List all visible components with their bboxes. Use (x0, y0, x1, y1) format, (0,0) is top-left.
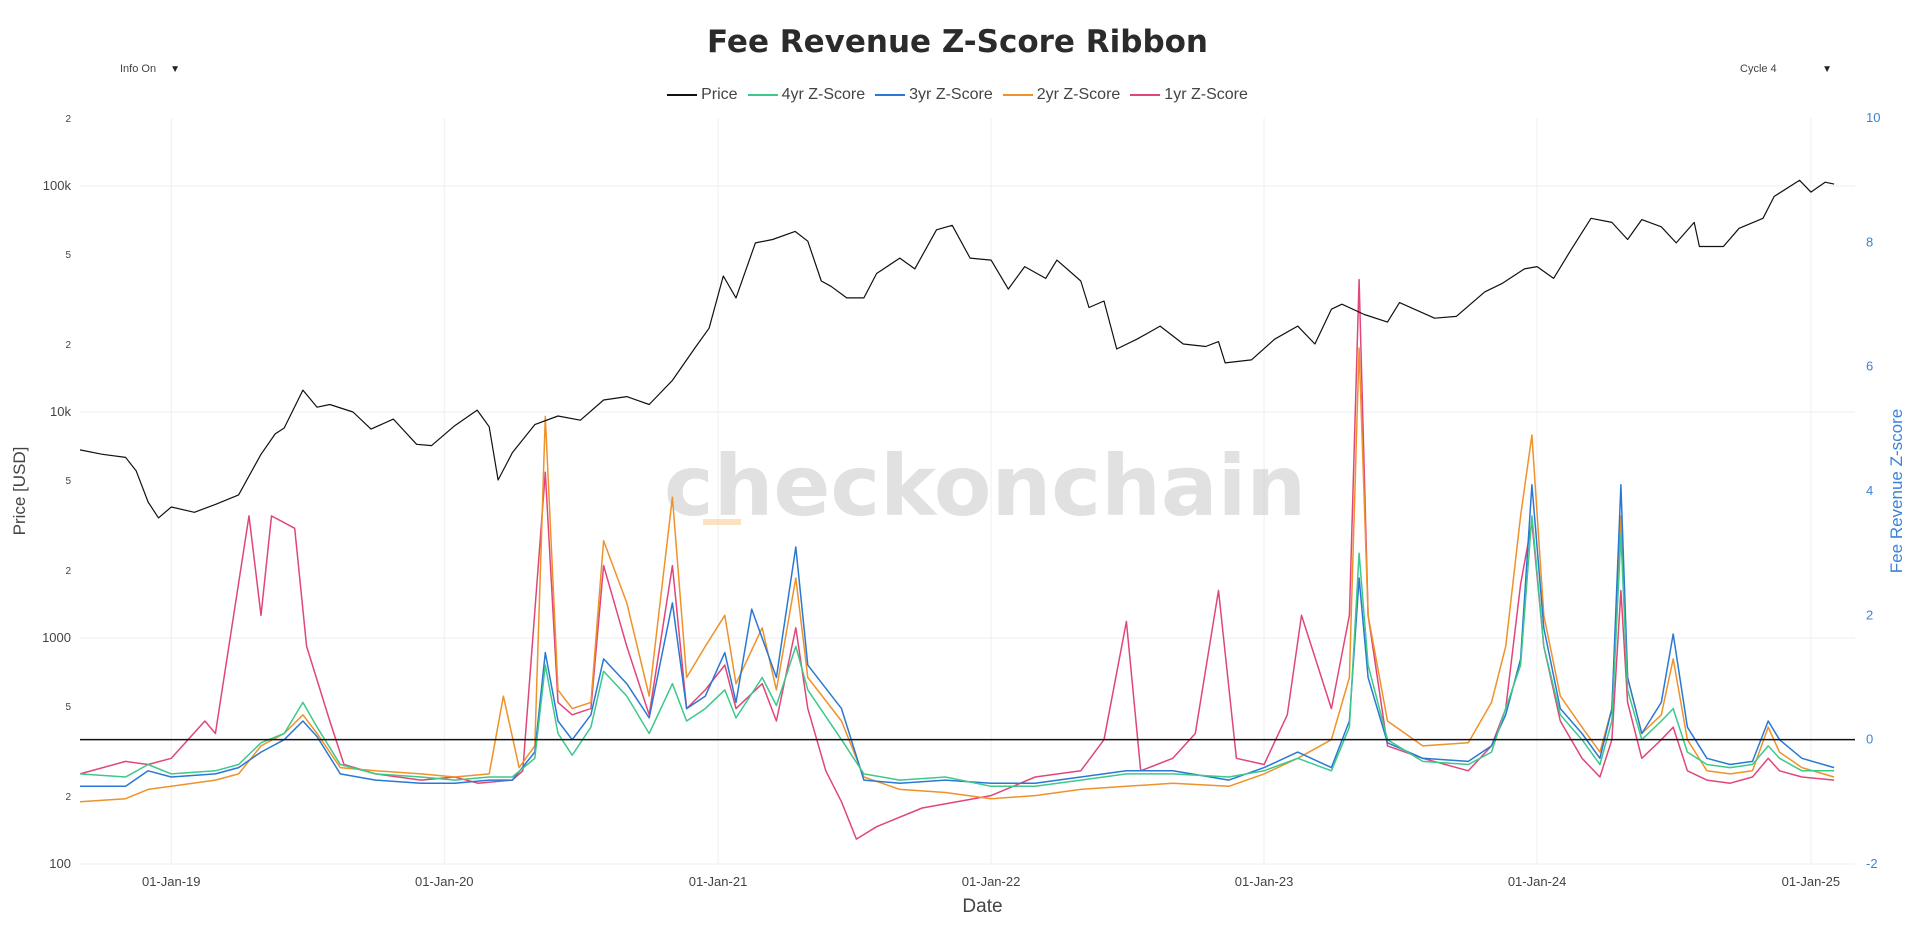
legend-swatch (875, 94, 906, 96)
y-tick-label: 10k (50, 404, 71, 419)
legend-swatch (1002, 94, 1033, 96)
x-tick-label: 01-Jan-20 (415, 874, 474, 889)
y2-tick-label: 4 (1866, 483, 1873, 498)
info-toggle-dropdown[interactable]: Info On ▼ (110, 58, 190, 80)
grid-lines (80, 118, 1855, 865)
y-tick-label: 2 (65, 566, 71, 577)
x-tick-label: 01-Jan-23 (1235, 874, 1294, 889)
legend-label: 2yr Z-Score (1036, 86, 1121, 103)
y-tick-label: 2 (65, 340, 71, 351)
y-tick-label: 2 (65, 792, 71, 803)
series-line-4yr-z-score (79, 515, 1835, 788)
y-tick-label: 2 (65, 114, 71, 125)
y-axis-title: Price [USD] (10, 447, 29, 536)
series-line-1yr-z-score (79, 278, 1835, 840)
series-line-2yr-z-score (79, 347, 1835, 803)
y2-tick-label: 8 (1866, 234, 1873, 249)
x-axis-title: Date (962, 896, 1002, 917)
x-tick-label: 01-Jan-22 (962, 874, 1021, 889)
axes: 01-Jan-19 01-Jan-20 01-Jan-21 01-Jan-22 01-J… (10, 110, 1906, 917)
y2-axis-title: Fee Revenue Z-score (1887, 409, 1906, 573)
y-tick-label: 5 (65, 702, 71, 713)
y-tick-label: 1000 (42, 630, 71, 645)
x-tick-label: 01-Jan-19 (142, 874, 201, 889)
series-line-3yr-z-score (80, 484, 1835, 788)
series-line-price (79, 179, 1835, 519)
legend-swatch (1130, 94, 1161, 96)
y-tick-label: 5 (65, 250, 71, 261)
legend-swatch (747, 94, 778, 96)
x-tick-label: 01-Jan-21 (689, 874, 748, 889)
chart-legend: Price 4yr Z-Score 3yr Z-Score 2yr Z-Score 1y… (0, 86, 1915, 104)
x-tick-label: 01-Jan-24 (1508, 874, 1567, 889)
series-layer (79, 179, 1835, 840)
legend-item-4yr-z-score[interactable]: 4yr Z-Score (747, 86, 866, 104)
y-tick-label: 5 (65, 476, 71, 487)
y2-tick-label: -2 (1866, 856, 1878, 871)
chart-title: Fee Revenue Z-Score Ribbon (707, 24, 1208, 60)
chevron-down-icon: ▼ (170, 63, 180, 75)
watermark-text: checkonchain (664, 437, 1306, 535)
y2-tick-label: 6 (1866, 359, 1873, 374)
y2-tick-label: 2 (1866, 607, 1873, 622)
y-tick-label: 100k (43, 178, 72, 193)
x-tick-label: 01-Jan-25 (1782, 874, 1841, 889)
y-tick-label: 100 (49, 856, 71, 871)
legend-label: Price (701, 86, 738, 103)
legend-label: 3yr Z-Score (909, 86, 993, 103)
legend-label: 4yr Z-Score (781, 86, 866, 103)
legend-label: 1yr Z-Score (1164, 86, 1248, 103)
legend-item-price[interactable]: Price (667, 86, 738, 104)
watermark-underscore (703, 519, 741, 525)
legend-item-2yr-z-score[interactable]: 2yr Z-Score (1002, 86, 1121, 104)
info-toggle-label: Info On (120, 63, 157, 75)
legend-item-1yr-z-score[interactable]: 1yr Z-Score (1130, 86, 1248, 104)
legend-item-3yr-z-score[interactable]: 3yr Z-Score (875, 86, 993, 104)
legend-swatch (667, 94, 698, 96)
chevron-down-icon: ▼ (1822, 63, 1832, 75)
cycle-select-dropdown[interactable]: Cycle 4 ▼ (1730, 58, 1842, 80)
y2-tick-label: 0 (1866, 732, 1873, 747)
y2-tick-label: 10 (1866, 110, 1880, 125)
cycle-select-label: Cycle 4 (1740, 63, 1777, 75)
